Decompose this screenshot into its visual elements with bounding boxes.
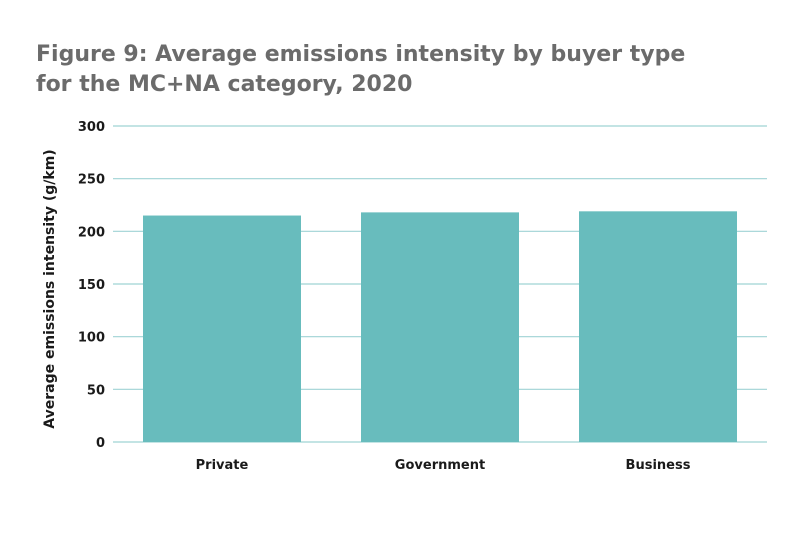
y-tick-label-100: 100 [78,331,105,346]
y-tick-label-250: 250 [78,173,105,188]
bar-government [361,212,519,442]
y-tick-label-300: 300 [78,120,105,135]
y-tick-labels: 0 50 100 150 200 250 300 [78,120,105,451]
chart-title: Figure 9: Average emissions intensity by… [36,40,776,100]
x-tick-label-business: Business [626,458,691,473]
y-tick-label-200: 200 [78,225,105,240]
bar-private [143,215,301,442]
x-tick-labels: Private Government Business [196,458,691,473]
y-tick-label-50: 50 [87,383,105,398]
bar-business [579,211,737,442]
x-tick-label-government: Government [395,458,485,473]
x-tick-label-private: Private [196,458,249,473]
y-tick-label-150: 150 [78,278,105,293]
bars [143,211,737,442]
chart-title-line-1: Figure 9: Average emissions intensity by… [36,42,686,67]
chart-title-line-2: for the MC+NA category, 2020 [36,72,413,97]
y-tick-label-0: 0 [96,436,105,451]
